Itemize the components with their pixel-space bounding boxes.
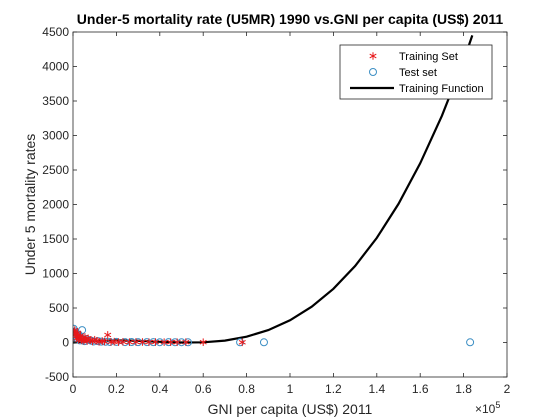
legend-entry-label: Training Function [399,83,484,95]
x-tick-label: 0.4 [151,382,168,396]
legend-box [339,44,493,100]
training-set-point [145,338,153,347]
legend-entry-label: Test set [399,67,437,79]
y-tick-label: 500 [49,301,69,315]
legend-entry-label: Training Set [399,51,458,63]
x-tick-label: 0 [70,382,77,396]
x-tick-label: 1.6 [412,382,429,396]
training-set-point [167,338,175,346]
x-tick-label: 2 [504,382,511,396]
test-set-point [236,338,245,347]
x-exponent-base: ×10 [475,402,496,416]
y-tick-label: 4500 [42,25,69,39]
test-set-point [466,338,475,347]
y-tick-label: 0 [62,336,69,350]
training-set-point [100,337,109,346]
legend-test-marker [369,68,377,76]
x-tick-label: 0.6 [195,382,212,396]
ticks-layer: 0 0.2 0.4 0.6 0.8 1 1.2 1.4 1.6 1.8 2-500050010001… [42,25,510,396]
y-tick-label: 1000 [42,267,69,281]
series-layer [73,35,475,347]
training-set-point [151,338,160,346]
training-set-point [125,338,133,346]
x-tick-label: 1.2 [325,382,342,396]
x-tick-label: 0.2 [108,382,125,396]
x-exponent-power: 5 [495,400,500,410]
y-tick-label: -500 [45,370,69,384]
training-set-point [73,326,79,334]
legend-training-marker [369,52,377,60]
x-tick-label: 1.4 [368,382,385,396]
training-set-point [173,338,181,347]
y-tick-label: 2500 [42,163,69,177]
y-tick-label: 2000 [42,198,69,212]
y-tick-label: 3500 [42,94,69,108]
training-set-point [238,338,246,347]
training-set-point [132,338,140,346]
training-set-point [199,338,207,347]
y-tick-label: 4000 [42,60,69,74]
training-set-point [138,338,146,346]
training-set-point [160,338,168,346]
x-axis-title: GNI per capita (US$) 2011 [208,401,373,417]
legend: Training Set Test set Training Function [339,44,493,100]
chart-title: Under-5 mortality rate (U5MR) 1990 vs.GN… [77,11,504,27]
y-axis-title: Under 5 mortality rates [22,134,38,276]
training-set-point [119,338,127,346]
y-tick-label: 1500 [42,232,69,246]
x-tick-label: 0.8 [238,382,255,396]
test-set-point [78,326,87,335]
x-tick-label: 1.8 [455,382,472,396]
test-set-point [259,338,268,347]
test-set-point [184,338,193,347]
training-set-point [104,331,112,339]
x-tick-label: 1 [287,382,294,396]
training-set-point [182,338,190,346]
y-tick-label: 3000 [42,129,69,143]
x-axis-exponent: ×105 [475,400,500,416]
